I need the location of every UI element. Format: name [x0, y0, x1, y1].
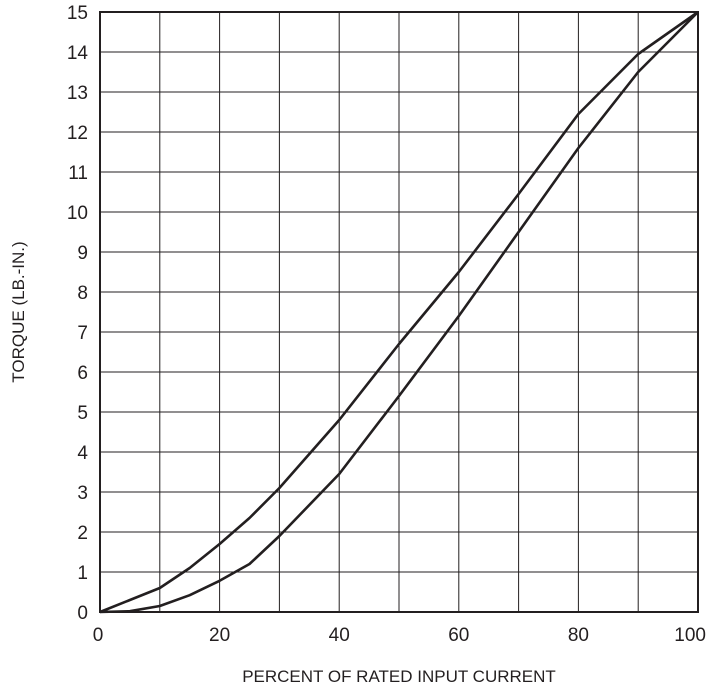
- y-tick-label-5: 5: [77, 403, 88, 424]
- y-tick-label-8: 8: [77, 283, 88, 304]
- x-tick-label-40: 40: [329, 625, 350, 646]
- x-tick-label-20: 20: [209, 625, 230, 646]
- y-tick-label-9: 9: [77, 243, 88, 264]
- y-tick-label-2: 2: [77, 523, 88, 544]
- x-tick-label-60: 60: [448, 625, 469, 646]
- y-tick-label-6: 6: [77, 363, 88, 384]
- series-line-1: [99, 10, 699, 614]
- plot-frame: [99, 11, 699, 613]
- y-tick-label-15: 15: [67, 3, 88, 24]
- x-tick-label-80: 80: [568, 625, 589, 646]
- y-axis-title: TORQUE (LB.-IN.): [9, 241, 28, 382]
- y-tick-label-13: 13: [67, 83, 88, 104]
- x-tick-label-0: 0: [93, 625, 104, 646]
- y-tick-label-4: 4: [77, 443, 88, 464]
- y-tick-label-14: 14: [67, 43, 89, 64]
- grid-lines: [99, 11, 699, 613]
- x-axis-title: PERCENT OF RATED INPUT CURRENT: [242, 667, 556, 686]
- y-tick-label-12: 12: [67, 123, 88, 144]
- series-line-2: [99, 11, 699, 614]
- x-axis-ticks: 0 20 40 60 80 100: [93, 625, 706, 646]
- y-tick-label-1: 1: [77, 563, 88, 584]
- series-lines: [99, 10, 699, 614]
- y-tick-label-0: 0: [77, 603, 88, 624]
- y-tick-label-3: 3: [77, 483, 88, 504]
- y-tick-label-11: 11: [68, 163, 88, 184]
- y-tick-label-7: 7: [77, 323, 88, 344]
- x-tick-label-100: 100: [674, 625, 706, 646]
- y-tick-label-10: 10: [67, 203, 88, 224]
